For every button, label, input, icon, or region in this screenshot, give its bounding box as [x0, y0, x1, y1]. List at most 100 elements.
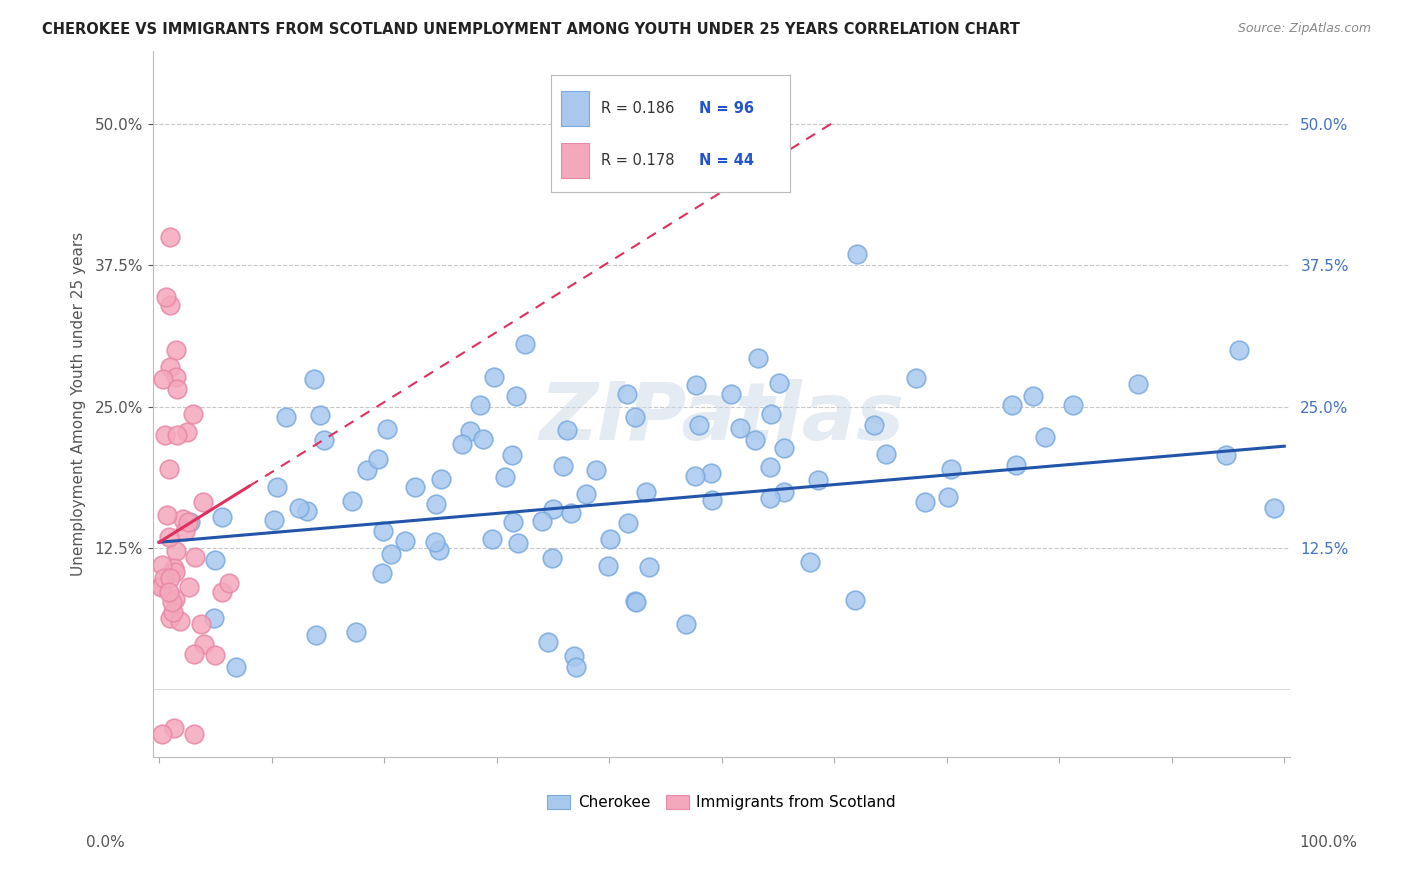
Point	[564, 659, 586, 673]
Point	[936, 490, 959, 504]
Point	[451, 437, 474, 451]
Point	[1001, 398, 1024, 412]
Point	[515, 336, 537, 351]
Point	[202, 611, 225, 625]
Point	[1004, 458, 1026, 472]
Point	[183, 647, 205, 661]
Text: Source: ZipAtlas.com: Source: ZipAtlas.com	[1237, 22, 1371, 36]
Point	[340, 493, 363, 508]
Point	[159, 298, 181, 312]
Point	[551, 458, 574, 473]
Point	[356, 463, 378, 477]
Point	[150, 558, 173, 572]
Point	[675, 617, 697, 632]
Point	[172, 512, 194, 526]
Point	[482, 370, 505, 384]
Point	[404, 480, 426, 494]
Point	[309, 409, 332, 423]
Point	[155, 289, 177, 303]
Point	[700, 467, 723, 481]
Point	[193, 637, 215, 651]
Point	[574, 486, 596, 500]
Point	[159, 462, 181, 476]
Point	[617, 516, 640, 530]
Point	[157, 530, 180, 544]
Point	[624, 595, 647, 609]
Point	[163, 561, 186, 575]
Point	[165, 544, 187, 558]
Point	[543, 502, 565, 516]
Point	[312, 433, 335, 447]
Point	[190, 616, 212, 631]
Point	[560, 507, 582, 521]
Point	[624, 409, 647, 424]
Point	[1263, 500, 1285, 515]
Text: 0.0%: 0.0%	[86, 836, 125, 850]
Point	[505, 389, 527, 403]
Point	[169, 615, 191, 629]
Point	[152, 372, 174, 386]
Point	[276, 410, 298, 425]
Point	[585, 463, 607, 477]
Point	[152, 571, 174, 585]
Point	[150, 579, 173, 593]
Point	[1033, 430, 1056, 444]
Point	[380, 547, 402, 561]
Point	[728, 420, 751, 434]
Point	[806, 473, 828, 487]
Point	[501, 448, 523, 462]
Point	[423, 534, 446, 549]
Point	[163, 721, 186, 735]
Point	[181, 407, 204, 421]
Point	[150, 727, 173, 741]
Point	[394, 534, 416, 549]
Point	[183, 727, 205, 741]
Point	[773, 485, 796, 500]
Point	[263, 513, 285, 527]
Point	[160, 595, 183, 609]
Point	[305, 628, 328, 642]
Point	[302, 372, 325, 386]
Point	[759, 491, 782, 506]
Point	[744, 433, 766, 447]
Point	[914, 495, 936, 509]
Point	[371, 566, 394, 581]
Point	[596, 558, 619, 573]
Point	[1126, 377, 1149, 392]
Point	[599, 532, 621, 546]
Point	[218, 575, 240, 590]
Point	[177, 580, 200, 594]
Point	[531, 514, 554, 528]
Point	[191, 495, 214, 509]
Point	[470, 399, 492, 413]
Point	[494, 469, 516, 483]
Point	[460, 424, 482, 438]
Point	[367, 452, 389, 467]
Point	[184, 549, 207, 564]
Point	[844, 593, 866, 607]
Point	[1227, 343, 1250, 358]
Point	[156, 508, 179, 522]
Point	[204, 648, 226, 663]
Point	[163, 592, 186, 607]
Point	[773, 441, 796, 455]
Point	[162, 605, 184, 619]
Point	[165, 343, 187, 358]
Point	[676, 151, 699, 165]
Point	[159, 360, 181, 375]
Point	[166, 428, 188, 442]
Point	[295, 503, 318, 517]
Point	[758, 460, 780, 475]
Point	[375, 422, 398, 436]
Point	[179, 515, 201, 529]
Point	[155, 428, 177, 442]
Point	[174, 524, 197, 538]
Point	[759, 407, 782, 421]
Point	[747, 351, 769, 365]
Point	[211, 584, 233, 599]
Point	[288, 501, 311, 516]
Point	[688, 417, 710, 432]
Point	[266, 480, 288, 494]
Point	[159, 611, 181, 625]
Point	[508, 536, 530, 550]
